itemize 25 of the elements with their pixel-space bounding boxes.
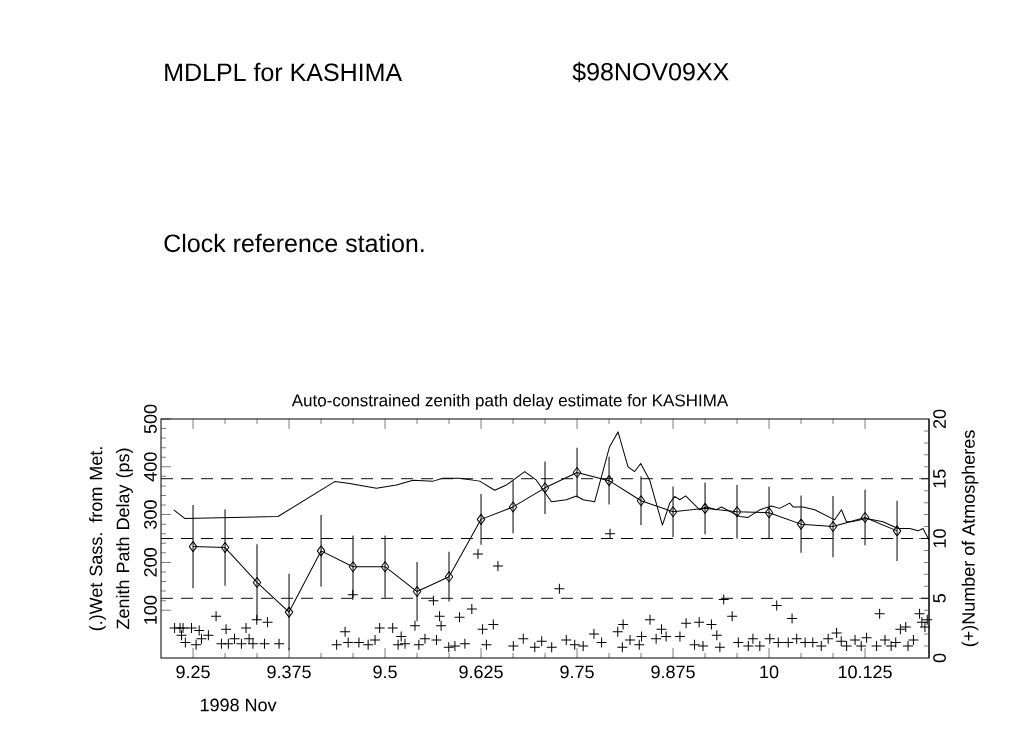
- x-tick-label: 9.5: [373, 665, 397, 679]
- y2-tick-label: 5: [933, 593, 946, 603]
- x-tick-label: 9.875: [651, 665, 695, 679]
- y2-tick-label: 10: [933, 529, 946, 548]
- y-tick-label: 200: [144, 548, 157, 577]
- x-axis-title: 1998 Nov: [200, 698, 277, 712]
- x-tick-label: 10.125: [838, 665, 892, 679]
- x-tick-label: 10: [760, 665, 779, 679]
- x-tick-label: 9.375: [267, 665, 311, 679]
- y2-tick-label: 0: [933, 653, 946, 663]
- text: MDLPL for KASHIMA: [165, 62, 403, 82]
- y2-tick-label: 20: [933, 409, 946, 429]
- x-tick-label: 9.25: [176, 665, 210, 679]
- x-tick-label: 9.75: [560, 665, 594, 679]
- y-tick-label: 500: [144, 404, 157, 434]
- y-axis-title: (.)Wet Sass. from Met. Zenith Path Delay (ps): [89, 447, 133, 631]
- chart-title: Auto-constrained zenith path delay estimate for KASHIMA: [291, 393, 729, 410]
- text: $98NOV09XX: [572, 61, 729, 83]
- y2-axis-title: (+)Number of Atmospheres: [961, 430, 979, 647]
- x-tick-label: 9.625: [459, 665, 503, 679]
- y2-tick-label: 15: [933, 469, 946, 488]
- y-tick-label: 400: [144, 452, 157, 482]
- text: Clock reference station.: [164, 233, 424, 253]
- y-tick-label: 100: [144, 595, 157, 624]
- y-tick-label: 300: [144, 500, 157, 529]
